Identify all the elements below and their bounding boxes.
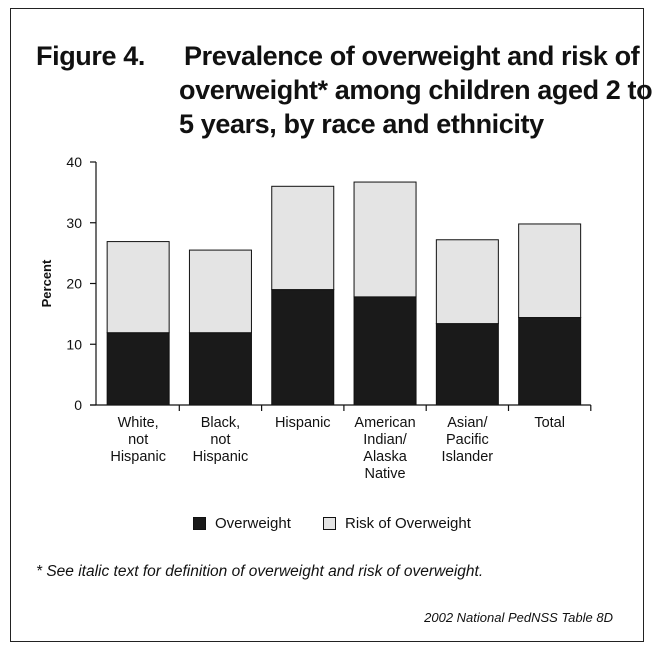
legend-item-overweight: Overweight (193, 515, 291, 532)
stacked-bar-chart: 0 10 20 30 40 Percent White, not Hispanic Black, n… (39, 154, 592, 482)
bar-segment-risk-of-overweight (106, 241, 170, 334)
title-line-3: 5 years, by race and ethnicity (179, 109, 544, 139)
y-tick-label: 0 (74, 397, 82, 413)
y-tick-label: 10 (66, 336, 82, 352)
chart-legend: Overweight Risk of Overweight (0, 515, 654, 535)
bar-segment-overweight (435, 323, 499, 406)
bar-segment-overweight (106, 332, 170, 406)
bar-segment-overweight (271, 289, 335, 406)
x-category-label: White, not Hispanic (110, 415, 166, 465)
legend-label-risk-of-overweight: Risk of Overweight (345, 515, 471, 532)
bar-segment-risk-of-overweight (435, 239, 499, 325)
x-category-label: Hispanic (275, 415, 331, 431)
bar-segment-overweight (188, 332, 252, 406)
legend-item-risk-of-overweight: Risk of Overweight (323, 515, 471, 532)
footnote: * See italic text for definition of over… (36, 563, 484, 580)
title-line-1: Prevalence of overweight and risk of (184, 41, 640, 71)
y-tick-label: 20 (66, 276, 82, 292)
bar-segment-risk-of-overweight (188, 249, 252, 334)
bar-segment-risk-of-overweight (353, 181, 417, 298)
x-category-label: Black, not Hispanic (193, 415, 249, 465)
x-category-label: American Indian/Alaska Native (354, 415, 415, 482)
title-line-2: overweight* among children aged 2 to (179, 75, 653, 105)
figure-number: Figure 4. (36, 41, 145, 71)
legend-label-overweight: Overweight (215, 515, 291, 532)
bar-segment-risk-of-overweight (271, 185, 335, 291)
source-note: 2002 National PedNSS Table 8D (424, 610, 613, 625)
y-axis-label: Percent (39, 259, 54, 307)
legend-swatch-risk-of-overweight (323, 517, 336, 530)
bar-segment-risk-of-overweight (518, 223, 582, 319)
y-tick-label: 30 (66, 215, 82, 231)
bar-segment-overweight (518, 317, 582, 406)
y-tick-label: 40 (66, 154, 82, 170)
bar-segment-overweight (353, 296, 417, 406)
x-category-label: Asian/Pacific Islander (442, 415, 494, 465)
legend-swatch-overweight (193, 517, 206, 530)
x-category-label: Total (534, 415, 565, 431)
